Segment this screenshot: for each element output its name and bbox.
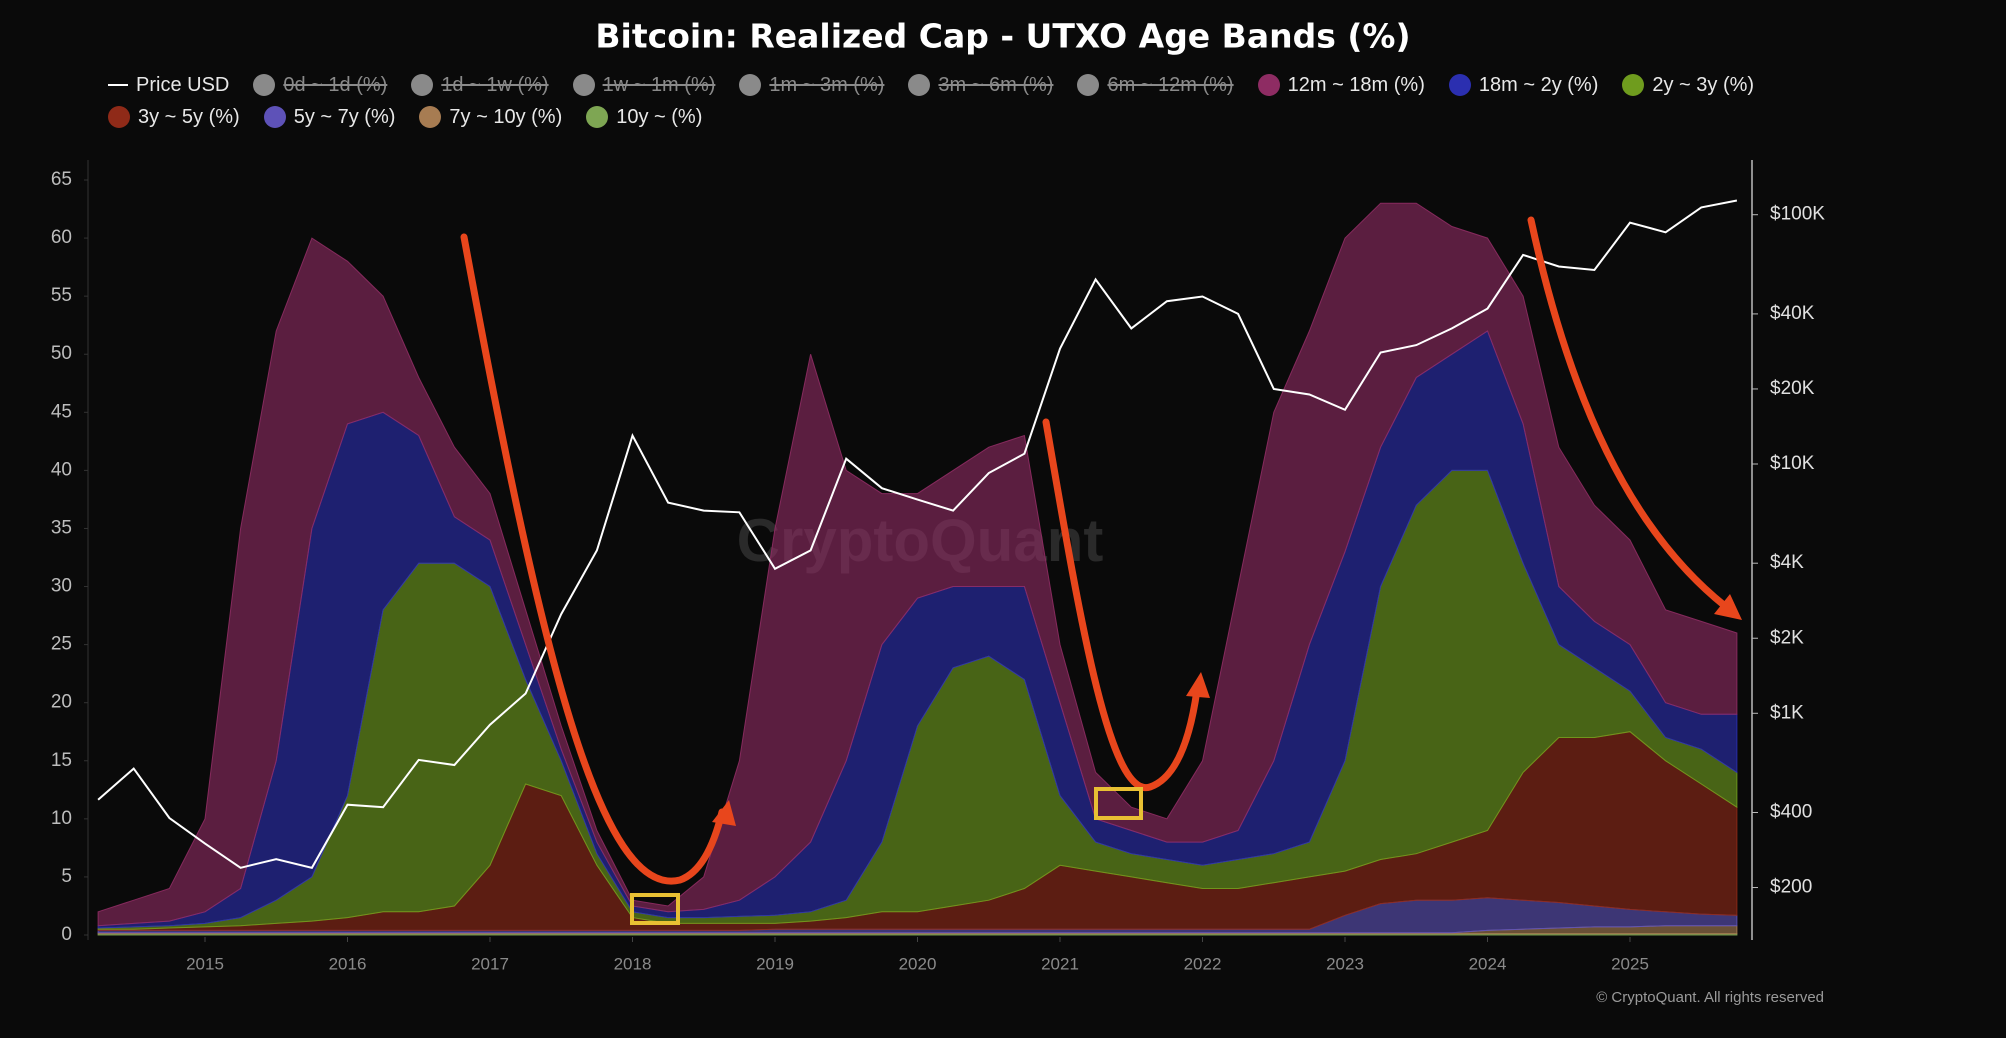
legend-item[interactable]: 3m ~ 6m (%)	[908, 72, 1053, 98]
y-tick-label: 35	[51, 517, 72, 538]
legend-marker	[108, 106, 130, 128]
legend: Price USD 0d ~ 1d (%) 1d ~ 1w (%) 1w ~ 1m (…	[108, 72, 1808, 130]
x-tick-label: 2021	[1041, 954, 1079, 973]
y-tick-label: 65	[51, 169, 72, 190]
x-tick-label: 2022	[1184, 954, 1222, 973]
chart-title: Bitcoin: Realized Cap - UTXO Age Bands (…	[595, 17, 1410, 56]
legend-label: 0d ~ 1d (%)	[283, 73, 388, 96]
legend-marker	[739, 74, 762, 96]
y2-tick-label: $2K	[1770, 627, 1804, 648]
legend-item[interactable]: 2y ~ 3y (%)	[1622, 72, 1754, 98]
legend-label: 1m ~ 3m (%)	[769, 73, 885, 96]
legend-marker	[1622, 74, 1645, 96]
highlight-box	[630, 893, 680, 925]
legend-label: 2y ~ 3y (%)	[1652, 73, 1755, 96]
annotation-arrow	[1527, 216, 1729, 610]
highlight-box	[1094, 787, 1143, 820]
x-tick-label: 2023	[1326, 954, 1364, 973]
legend-marker	[908, 74, 931, 96]
annotation-arrow	[1042, 418, 1201, 792]
legend-marker	[1257, 74, 1280, 96]
legend-marker	[1448, 74, 1471, 96]
price-line	[97, 199, 1738, 869]
arrow-head	[1186, 672, 1210, 698]
y-tick-label: 60	[51, 227, 72, 248]
legend-item[interactable]: 6m ~ 12m (%)	[1077, 72, 1234, 98]
legend-item[interactable]: 10y ~ (%)	[586, 104, 702, 130]
legend-label: Price USD	[136, 73, 230, 96]
y-tick-label: 25	[51, 634, 72, 655]
legend-marker	[1077, 74, 1100, 96]
y2-tick-label: $1K	[1770, 702, 1804, 723]
y-tick-label: 5	[61, 866, 72, 887]
legend-item[interactable]: 1d ~ 1w (%)	[411, 72, 549, 98]
legend-label: 1d ~ 1w (%)	[441, 73, 549, 96]
legend-marker	[263, 106, 286, 128]
x-tick-label: 2018	[614, 954, 652, 973]
legend-item[interactable]: 1m ~ 3m (%)	[739, 72, 884, 98]
x-tick-label: 2024	[1469, 954, 1507, 973]
annotation-arrow	[460, 233, 726, 885]
legend-item[interactable]: 5y ~ 7y (%)	[263, 104, 396, 130]
x-tick-label: 2016	[329, 954, 367, 973]
y-tick-label: 30	[51, 576, 72, 597]
legend-item[interactable]: 12m ~ 18m (%)	[1257, 72, 1425, 98]
y2-tick-label: $100K	[1770, 204, 1825, 225]
legend-item[interactable]: 7y ~ 10y (%)	[419, 104, 562, 130]
credit: © CryptoQuant. All rights reserved	[1596, 989, 1824, 1006]
y-tick-label: 15	[51, 750, 72, 771]
legend-label: 5y ~ 7y (%)	[293, 105, 396, 128]
legend-label: 3m ~ 6m (%)	[938, 73, 1054, 96]
legend-item[interactable]: 3y ~ 5y (%)	[108, 104, 240, 130]
legend-label: 6m ~ 12m (%)	[1107, 73, 1234, 96]
arrow-head	[712, 800, 736, 826]
x-tick-label: 2015	[186, 954, 224, 973]
legend-marker	[108, 84, 128, 86]
y-tick-label: 45	[51, 401, 72, 422]
y2-tick-label: $4K	[1770, 552, 1804, 573]
y2-tick-label: $400	[1770, 801, 1812, 822]
area-band	[97, 202, 1738, 927]
legend-label: 18m ~ 2y (%)	[1478, 73, 1599, 96]
y-tick-label: 20	[51, 692, 72, 713]
legend-item[interactable]: 18m ~ 2y (%)	[1448, 72, 1599, 98]
legend-label: 12m ~ 18m (%)	[1287, 73, 1425, 96]
arrow-head	[1714, 594, 1742, 620]
legend-label: 10y ~ (%)	[616, 105, 703, 128]
legend-label: 1w ~ 1m (%)	[602, 73, 716, 96]
legend-item[interactable]: Price USD	[108, 72, 229, 98]
x-tick-label: 2025	[1611, 954, 1649, 973]
legend-label: 3y ~ 5y (%)	[138, 105, 240, 128]
plot-area	[97, 199, 1738, 936]
y-tick-label: 55	[51, 285, 72, 306]
legend-marker	[253, 74, 276, 96]
y2-tick-label: $40K	[1770, 303, 1815, 324]
x-tick-label: 2019	[756, 954, 794, 973]
y2-tick-label: $20K	[1770, 378, 1815, 399]
legend-item[interactable]: 0d ~ 1d (%)	[253, 72, 387, 98]
y-tick-label: 40	[51, 459, 72, 480]
y2-tick-label: $200	[1770, 877, 1812, 898]
y-tick-label: 0	[61, 924, 72, 945]
x-tick-label: 2020	[899, 954, 937, 973]
annotations	[460, 216, 1742, 925]
legend-item[interactable]: 1w ~ 1m (%)	[572, 72, 716, 98]
y2-tick-label: $10K	[1770, 453, 1815, 474]
legend-marker	[586, 106, 609, 128]
y-tick-label: 50	[51, 343, 72, 364]
legend-marker	[572, 74, 595, 96]
legend-label: 7y ~ 10y (%)	[449, 105, 563, 128]
x-tick-label: 2017	[471, 954, 509, 973]
y-tick-label: 10	[51, 808, 72, 829]
legend-marker	[411, 74, 434, 96]
legend-marker	[419, 106, 442, 128]
